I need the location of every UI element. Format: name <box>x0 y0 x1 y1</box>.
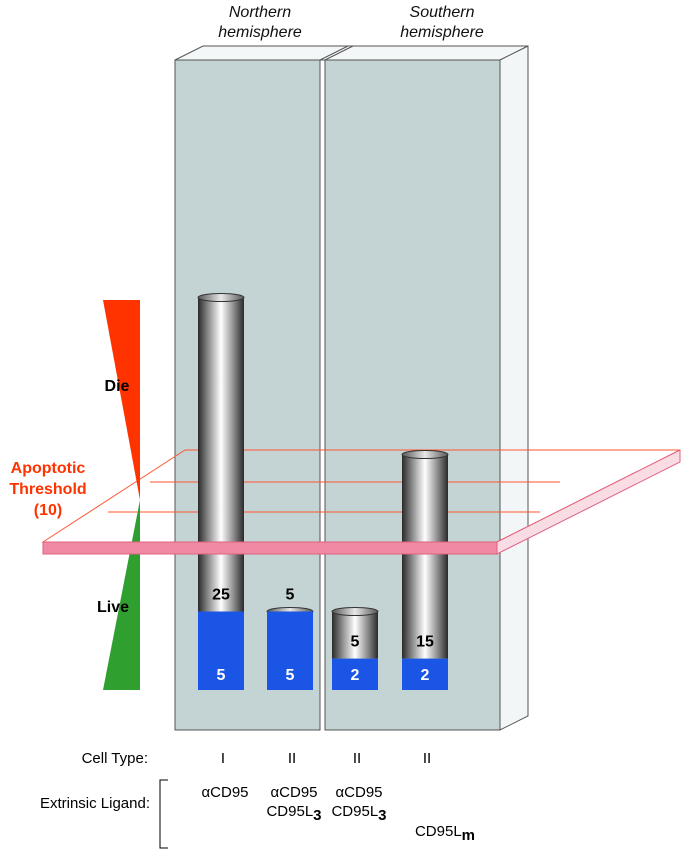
cylinder-labels: 25 5 5 5 5 2 15 2 <box>212 587 434 685</box>
extrinsic-ligand-row-label: Extrinsic Ligand: <box>40 795 150 812</box>
live-wedge <box>103 500 140 690</box>
box-right-side <box>499 45 529 731</box>
box-top-back <box>174 45 529 61</box>
northern-title-line2: hemisphere <box>218 24 302 41</box>
cylinder-1-intrinsic-label: 5 <box>217 667 226 684</box>
cell-type-4: II <box>423 750 431 767</box>
cylinder-4-cap <box>401 450 449 459</box>
threshold-line3: (10) <box>34 502 62 519</box>
cell-type-2: II <box>288 750 296 767</box>
cell-type-1: I <box>221 750 225 767</box>
cell-type-row-label: Cell Type: <box>82 750 148 767</box>
die-label: Die <box>105 378 130 395</box>
cylinder-4-total-label: 15 <box>416 634 434 651</box>
southern-title-line2: hemisphere <box>400 24 484 41</box>
southern-hemisphere-title: Southern hemisphere <box>400 4 484 41</box>
cylinder-4-intrinsic <box>402 658 448 690</box>
northern-title-line1: Northern <box>229 4 291 21</box>
cylinder-2-intrinsic-label: 5 <box>286 667 295 684</box>
ligand-2-2: CD95L3 <box>266 803 321 824</box>
cell-type-3: II <box>353 750 361 767</box>
cylinder-1-body <box>198 297 244 612</box>
northern-hemisphere-title: Northern hemisphere <box>218 4 302 41</box>
cylinder-1-cap <box>197 293 245 302</box>
ligand-bracket <box>159 779 168 849</box>
cylinder-2-intrinsic <box>267 611 313 690</box>
cylinder-2-total-label: 5 <box>286 587 295 604</box>
ligand-3-1: αCD95 <box>335 784 382 801</box>
southern-title-line1: Southern <box>410 4 475 21</box>
threshold-label: Apoptotic Threshold (10) <box>9 460 86 519</box>
ligand-4-1: CD95Lm <box>415 823 475 844</box>
cylinder-4-intrinsic-label: 2 <box>421 667 430 684</box>
cylinder-3-intrinsic-label: 2 <box>351 667 360 684</box>
ligand-1-1: αCD95 <box>201 784 248 801</box>
cylinder-3-total-label: 5 <box>351 634 360 651</box>
cylinder-3-body <box>332 611 378 659</box>
threshold-line1: Apoptotic <box>11 460 86 477</box>
cylinder-3-intrinsic <box>332 658 378 690</box>
ligand-2-1: αCD95 <box>270 784 317 801</box>
threshold-line2: Threshold <box>9 481 86 498</box>
ligand-3-2: CD95L3 <box>331 803 386 824</box>
cylinder-4-body <box>402 454 448 659</box>
threshold-slab-front <box>42 449 681 555</box>
live-label: Live <box>97 599 129 616</box>
cylinder-1-intrinsic <box>198 611 244 690</box>
threshold-slab <box>42 541 498 555</box>
die-wedge <box>103 300 140 500</box>
cylinder-3-cap <box>331 607 379 616</box>
cylinder-1-total-label: 25 <box>212 587 230 604</box>
panel-divider-2 <box>324 45 354 61</box>
signal-cylinders <box>197 293 449 690</box>
panel-divider <box>319 45 349 61</box>
